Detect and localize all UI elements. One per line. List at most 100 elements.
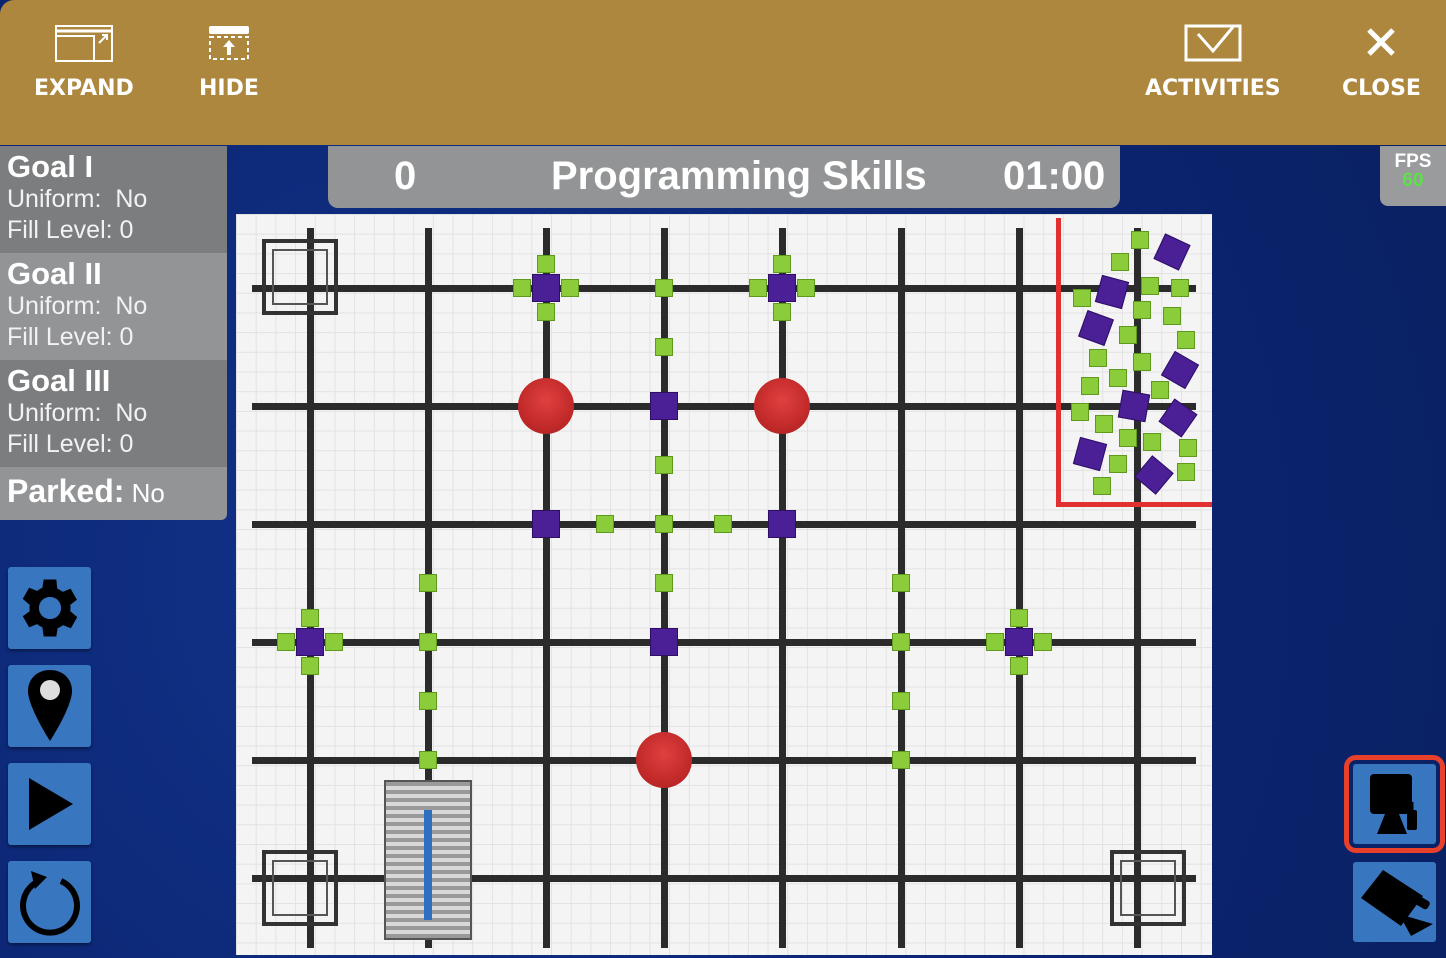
- green-block: [301, 657, 319, 675]
- green-block: [797, 279, 815, 297]
- reset-icon: [19, 871, 80, 936]
- settings-button[interactable]: [8, 567, 91, 649]
- expand-button[interactable]: EXPAND: [34, 22, 134, 101]
- field-line: [1134, 228, 1141, 948]
- red-ball: [754, 378, 810, 434]
- fill-label: Fill Level:: [7, 430, 113, 458]
- game-field[interactable]: [236, 214, 1212, 955]
- location-button[interactable]: [8, 665, 91, 747]
- purple-cube: [296, 628, 324, 656]
- close-button[interactable]: CLOSE: [1342, 22, 1421, 101]
- field-line: [1016, 228, 1023, 948]
- fill-value: 0: [119, 216, 134, 244]
- green-block: [419, 692, 437, 710]
- green-block: [1171, 279, 1189, 297]
- red-rail: [1056, 502, 1212, 507]
- goal-status-panel: Goal I Uniform: No Fill Level: 0 Goal II…: [0, 146, 227, 520]
- scoreboard: 0 Programming Skills 01:00: [328, 146, 1120, 208]
- purple-cube: [768, 274, 796, 302]
- red-ball: [636, 732, 692, 788]
- fill-value: 0: [119, 430, 134, 458]
- purple-cube: [1005, 628, 1033, 656]
- green-block: [1119, 326, 1137, 344]
- field-line: [543, 228, 550, 948]
- field-line: [252, 403, 1196, 410]
- green-block: [1073, 289, 1091, 307]
- goal-1-status: Goal I Uniform: No Fill Level: 0: [0, 146, 227, 253]
- play-button[interactable]: [8, 763, 91, 845]
- green-block: [1089, 349, 1107, 367]
- top-toolbar: EXPAND HIDE ACTIVITIES CLOSE: [0, 0, 1446, 145]
- top-camera-icon: [1369, 774, 1417, 834]
- red-ball: [518, 378, 574, 434]
- green-block: [1143, 433, 1161, 451]
- parked-status: Parked: No: [0, 467, 227, 520]
- green-block: [537, 255, 555, 273]
- uniform-label: Uniform:: [7, 399, 102, 427]
- hide-label: HIDE: [199, 76, 259, 101]
- green-block: [1163, 307, 1181, 325]
- green-block: [596, 515, 614, 533]
- field-line: [252, 285, 1196, 292]
- green-block: [655, 456, 673, 474]
- green-block: [277, 633, 295, 651]
- red-rail: [1056, 218, 1061, 506]
- green-block: [537, 303, 555, 321]
- green-block: [749, 279, 767, 297]
- green-block: [1133, 301, 1151, 319]
- green-block: [325, 633, 343, 651]
- uniform-value: No: [115, 292, 148, 320]
- goal-3-status: Goal III Uniform: No Fill Level: 0: [0, 360, 227, 467]
- hide-button[interactable]: HIDE: [199, 22, 259, 101]
- green-block: [1141, 277, 1159, 295]
- green-block: [419, 574, 437, 592]
- goal: [262, 850, 338, 926]
- activities-button[interactable]: ACTIVITIES: [1145, 22, 1281, 101]
- green-block: [1131, 231, 1149, 249]
- purple-cube: [1072, 436, 1108, 472]
- green-block: [1177, 463, 1195, 481]
- green-block: [1109, 369, 1127, 387]
- parked-value: No: [131, 478, 165, 508]
- green-block: [1133, 353, 1151, 371]
- top-camera-button[interactable]: [1344, 755, 1445, 853]
- green-block: [1177, 331, 1195, 349]
- goal: [262, 239, 338, 315]
- purple-cube: [1153, 233, 1191, 271]
- reset-button[interactable]: [8, 861, 91, 943]
- green-block: [655, 279, 673, 297]
- uniform-value: No: [115, 185, 148, 213]
- green-block: [1179, 439, 1197, 457]
- green-block: [892, 633, 910, 651]
- parked-label: Parked:: [7, 473, 125, 509]
- green-block: [773, 303, 791, 321]
- follow-camera-button[interactable]: [1353, 862, 1436, 942]
- goal: [1110, 850, 1186, 926]
- follow-camera-icon: [1360, 870, 1433, 936]
- green-block: [773, 255, 791, 273]
- expand-label: EXPAND: [34, 76, 134, 101]
- goal-2-status: Goal II Uniform: No Fill Level: 0: [0, 253, 227, 360]
- fps-label: FPS: [1394, 151, 1432, 172]
- uniform-label: Uniform:: [7, 185, 102, 213]
- green-block: [1071, 403, 1089, 421]
- mode-title: Programming Skills: [551, 154, 927, 198]
- field-line: [252, 757, 1196, 764]
- expand-icon: [54, 25, 113, 62]
- score: 0: [394, 154, 417, 198]
- green-block: [1119, 429, 1137, 447]
- green-block: [892, 692, 910, 710]
- green-block: [1151, 381, 1169, 399]
- field-line: [779, 228, 786, 948]
- green-block: [655, 515, 673, 533]
- timer: 01:00: [1003, 154, 1106, 198]
- green-block: [1010, 609, 1028, 627]
- uniform-label: Uniform:: [7, 292, 102, 320]
- close-label: CLOSE: [1342, 76, 1421, 101]
- close-icon: [1367, 28, 1396, 56]
- green-block: [561, 279, 579, 297]
- green-block: [513, 279, 531, 297]
- goal-title: Goal I: [7, 149, 94, 184]
- green-block: [892, 751, 910, 769]
- green-block: [1010, 657, 1028, 675]
